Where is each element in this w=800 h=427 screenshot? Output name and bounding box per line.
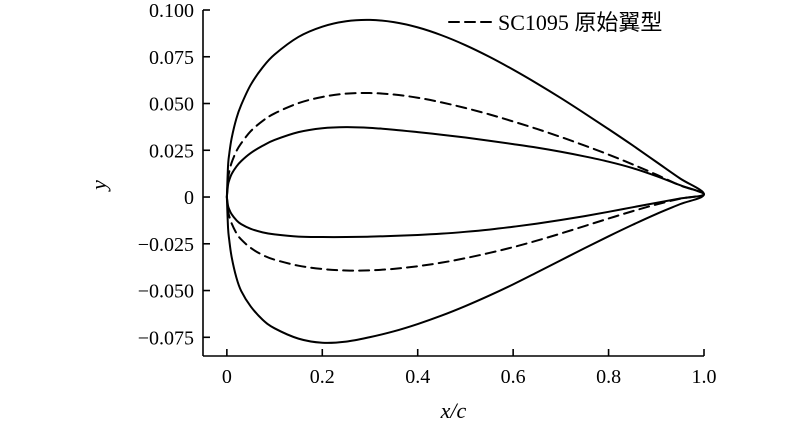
axes [202,10,704,357]
y-tick-label: −0.025 [138,234,194,256]
y-tick-label: −0.075 [138,327,194,349]
y-tick-label: −0.050 [138,281,194,303]
y-tick-label: 0 [184,187,194,209]
y-tick-label: 0.025 [149,140,194,162]
x-tick-label: 0.2 [310,366,335,388]
y-axis-label: y [86,180,111,192]
x-axis-label: x/c [440,398,467,423]
thin-airfoil-curve [225,126,705,239]
x-tick-label: 0 [222,366,232,388]
x-tick-label: 0.6 [501,366,526,388]
x-tick-label: 0.8 [596,366,621,388]
ticks: 0 0.2 0.4 0.6 0.8 1.0 −0.075 −0.050 −0.025 0 0.025… [138,0,717,388]
y-tick-label: 0.050 [149,94,194,116]
curves [225,18,705,344]
y-tick-label: 0.100 [149,0,194,22]
baseline-airfoil-curve [225,91,705,272]
thick-airfoil-curve [225,18,705,344]
y-tick-label: 0.075 [149,47,194,69]
legend-label: SC1095 原始翼型 [498,10,662,35]
legend: SC1095 原始翼型 [448,10,662,35]
x-tick-label: 0.4 [405,366,430,388]
x-tick-label: 1.0 [692,366,717,388]
